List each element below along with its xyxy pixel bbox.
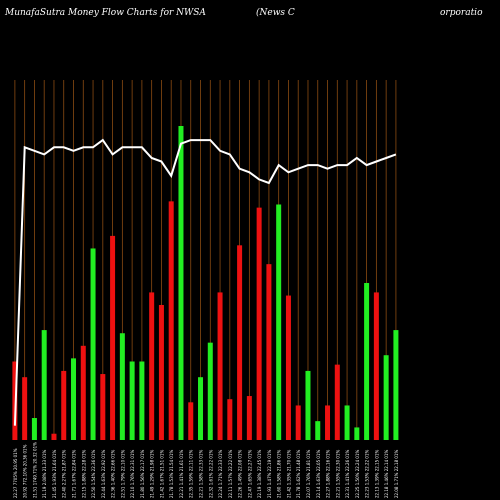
bar-down <box>285 295 291 440</box>
x-tick-label: 22.31 1.41% 22.26 01% <box>345 449 350 498</box>
bar-down <box>334 364 340 440</box>
bar-down <box>51 433 57 440</box>
bar-down <box>22 377 28 440</box>
x-tick-label: 22.36 1.40% 22.66 01% <box>111 449 116 498</box>
bar-down <box>168 201 174 440</box>
bar-down <box>188 402 194 440</box>
x-tick-label: 21.60 1.58% 21.86 01% <box>277 449 282 498</box>
x-tick-label: 22.25 1.50% 22.24 01% <box>355 449 360 498</box>
bar-down <box>110 235 116 440</box>
bar-down <box>256 207 262 440</box>
x-tick-label: 22.47 1.65% 22.27 01% <box>247 449 252 498</box>
x-tick-label: 21.80 1.56% 22.17 01% <box>140 449 145 498</box>
x-tick-label: 22.21 1.55% 22.30 01% <box>335 449 340 498</box>
x-tick-label: 22.15 1.88% 22.28 01% <box>81 449 86 498</box>
bar-up <box>139 361 145 440</box>
bar-down <box>80 345 86 440</box>
bar-down <box>217 292 223 440</box>
bar-down <box>266 264 272 440</box>
x-tick-label: 20.92 772.10% 20.36 01% <box>23 444 28 498</box>
x-tick-label: 22.08 1.71% 22.18 01% <box>394 449 399 498</box>
line-series <box>13 138 397 426</box>
x-tick-label: 21.45 1.93% 21.64 01% <box>52 449 57 498</box>
x-tick-label: 22.23 1.53% 22.22 01% <box>365 449 370 498</box>
x-tick-label: 21.42 1.67% 21.51 01% <box>159 449 164 498</box>
bar-down <box>100 374 106 440</box>
x-tick-label: 22.27 7705% 20.95 01% <box>13 448 18 498</box>
bar-down <box>295 405 301 440</box>
x-tick-label: 22.40 2.27% 21.87 01% <box>62 449 67 498</box>
x-tick-label: 21.78 1.53% 21.54 01% <box>169 449 174 498</box>
bar-down <box>325 405 331 440</box>
company-name-tail: orporatio <box>440 8 483 18</box>
x-tick-label: 22.19 1.38% 22.45 01% <box>257 449 262 498</box>
x-tick-label: 22.13 1.39% 22.15 01% <box>374 449 379 498</box>
x-tick-label: 22.51 1.79% 22.10 01% <box>120 449 125 498</box>
bar-up <box>129 361 135 440</box>
bar-down <box>61 370 67 440</box>
x-tick-label: 22.10 1.76% 22.31 01% <box>130 449 135 498</box>
bar-up <box>383 355 389 440</box>
x-axis-labels: 22.27 7705% 20.95 01% 20.92 772.10% 20.36… <box>13 442 399 498</box>
x-tick-label: 21.49 1.29% 21.98 01% <box>150 449 155 498</box>
x-tick-label: 22.35 1.59% 22.11 01% <box>189 449 194 498</box>
bar-up <box>354 427 360 440</box>
bar-up <box>364 283 370 440</box>
x-tick-label: 22.11 1.57% 22.22 01% <box>228 449 233 498</box>
x-tick-label: 21.78 1.62% 21.48 01% <box>296 449 301 498</box>
company-name: (News C <box>256 8 295 18</box>
x-tick-label: 21.19 2.08% 21.33 01% <box>42 449 47 498</box>
bar-up <box>41 330 47 440</box>
bar-up <box>305 370 311 440</box>
bar-down <box>373 292 379 440</box>
bar-up <box>119 333 125 440</box>
bar-up <box>178 126 184 440</box>
bar-down <box>158 304 164 440</box>
x-tick-label: 22.50 1.54% 22.36 01% <box>91 449 96 498</box>
bar-up <box>71 358 77 440</box>
chart-title: MunafaSutra Money Flow Charts for NWSA <box>5 8 206 18</box>
bar-series <box>12 126 399 440</box>
bar-down <box>149 292 155 440</box>
bar-up <box>393 330 399 440</box>
x-tick-label: 22.14 1.63% 22.05 01% <box>316 449 321 498</box>
x-tick-label: 22.21 1.41% 21.61 01% <box>179 449 184 498</box>
x-tick-label: 22.18 1.46% 22.14 01% <box>384 449 389 498</box>
money-flow-line <box>13 138 397 426</box>
x-tick-label: 22.24 1.71% 22.33 01% <box>218 449 223 498</box>
x-tick-label: 21.93 1.47% 22.19 01% <box>267 449 272 498</box>
bar-up <box>31 418 37 440</box>
bar-down <box>227 399 233 440</box>
x-tick-label: 22.32 1.61% 22.22 01% <box>208 449 213 498</box>
bar-down <box>237 245 243 440</box>
bar-up <box>276 204 282 440</box>
bar-up <box>198 377 204 440</box>
x-tick-label: 22.07 1.76% 21.81 01% <box>306 449 311 498</box>
bar-up <box>315 421 321 440</box>
x-tick-label: 22.44 1.63% 22.92 01% <box>101 449 106 498</box>
x-tick-label: 21.71 1.67% 22.84 01% <box>72 449 77 498</box>
bar-down <box>246 396 252 440</box>
bar-up <box>207 342 213 440</box>
bar-up <box>344 405 350 440</box>
bar-up <box>90 248 96 440</box>
x-tick-label: 21.42 1.35% 21.70 01% <box>286 449 291 498</box>
x-tick-label: 22.27 1.88% 22.16 01% <box>326 449 331 498</box>
x-tick-label: 21.51 1749.71% 20.32 01% <box>32 442 37 498</box>
x-tick-label: 22.21 1.58% 22.33 01% <box>199 449 204 498</box>
x-tick-label: 22.26 1.49% 22.08 01% <box>238 449 243 498</box>
